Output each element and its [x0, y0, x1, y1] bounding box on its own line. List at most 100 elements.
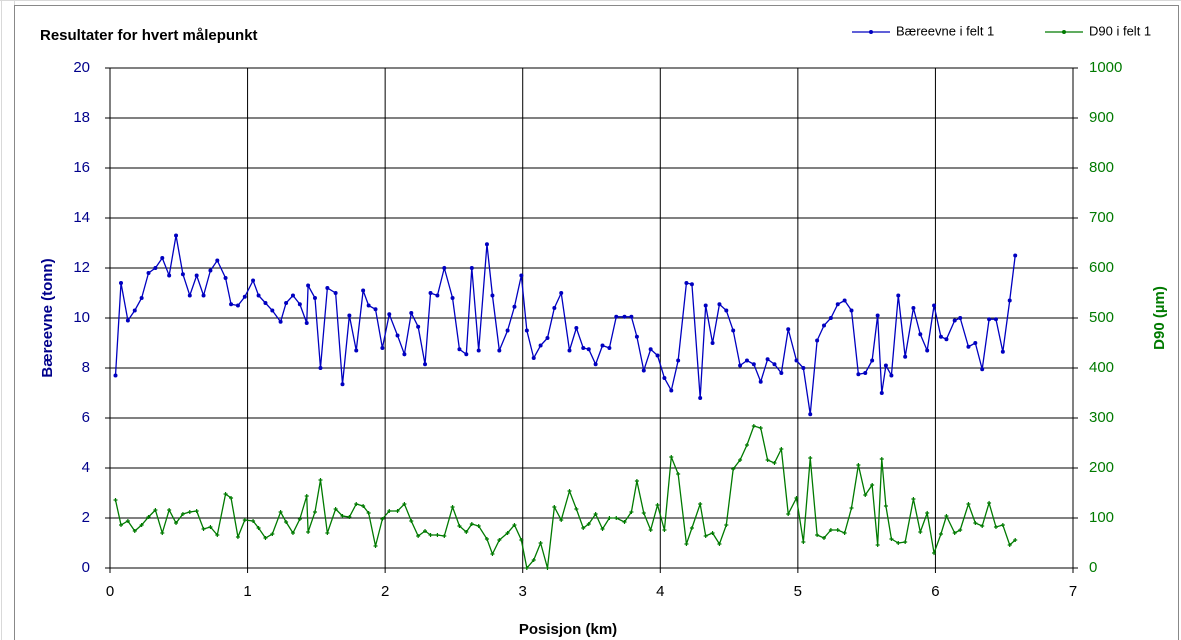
point — [622, 314, 627, 319]
point — [1013, 253, 1018, 258]
point — [1007, 543, 1012, 547]
point — [278, 510, 283, 514]
point — [703, 303, 708, 308]
point — [987, 317, 992, 322]
point — [593, 512, 598, 516]
point — [146, 271, 151, 275]
point — [531, 356, 536, 360]
point — [958, 316, 963, 320]
point — [160, 531, 165, 535]
point — [856, 372, 861, 377]
point — [751, 362, 756, 367]
point — [883, 504, 888, 508]
point — [634, 334, 639, 339]
point — [1000, 349, 1005, 354]
point — [567, 489, 572, 493]
point — [993, 525, 998, 529]
point — [497, 538, 502, 542]
point — [1013, 538, 1018, 542]
legend-label: D90 i felt 1 — [1089, 23, 1151, 38]
point — [113, 498, 118, 502]
point — [622, 520, 627, 524]
point — [333, 291, 338, 295]
point — [380, 346, 385, 350]
point — [146, 515, 151, 519]
y-tick-label: 8 — [82, 359, 90, 376]
point — [208, 525, 213, 529]
point — [476, 524, 481, 528]
point — [229, 496, 234, 500]
point — [373, 544, 378, 548]
point — [980, 367, 985, 372]
y-tick-label: 14 — [73, 209, 90, 226]
point — [896, 293, 901, 298]
point — [395, 333, 400, 338]
point — [304, 494, 309, 498]
point — [821, 323, 826, 328]
point — [538, 343, 543, 348]
point — [870, 483, 875, 487]
point — [442, 266, 447, 270]
x-axis-label: Posisjon (km) — [519, 621, 617, 638]
point — [842, 531, 847, 535]
point — [380, 517, 385, 521]
point — [703, 534, 708, 538]
point — [263, 301, 268, 305]
point — [918, 530, 923, 534]
point — [724, 523, 729, 527]
point — [476, 348, 481, 353]
point — [973, 341, 978, 345]
point — [306, 530, 311, 534]
point — [710, 341, 715, 345]
point — [717, 542, 722, 546]
point — [325, 531, 330, 535]
point — [607, 346, 612, 350]
point — [993, 317, 998, 322]
point — [786, 327, 791, 332]
point — [312, 296, 317, 300]
point — [442, 534, 447, 538]
point — [270, 532, 275, 536]
point — [354, 348, 359, 353]
point — [361, 504, 366, 508]
point — [689, 282, 694, 287]
point — [469, 266, 474, 270]
point — [223, 492, 228, 496]
point — [194, 509, 199, 513]
point — [354, 502, 359, 506]
x-tick-label: 1 — [243, 583, 251, 600]
point — [958, 528, 963, 532]
point — [174, 521, 179, 525]
point — [772, 461, 777, 465]
point — [333, 507, 338, 511]
point — [779, 447, 784, 451]
point — [395, 509, 400, 513]
point — [952, 531, 957, 535]
point — [641, 368, 646, 373]
point — [980, 524, 985, 528]
y2-tick-label: 300 — [1089, 409, 1114, 426]
chart-title: Resultater for hvert målepunkt — [40, 27, 258, 44]
point — [779, 371, 784, 375]
y2-tick-label: 900 — [1089, 109, 1114, 126]
point — [229, 302, 234, 307]
point — [251, 278, 256, 283]
point — [944, 514, 949, 518]
x-tick-label: 5 — [794, 583, 802, 600]
point — [113, 373, 118, 378]
point — [270, 308, 275, 313]
point — [641, 511, 646, 515]
point — [815, 338, 820, 343]
point — [724, 308, 729, 313]
point — [290, 531, 295, 535]
point — [903, 540, 908, 544]
point — [450, 296, 455, 300]
point — [815, 533, 820, 537]
y-axis-label: Bæreevne (tonn) — [39, 258, 56, 377]
point — [208, 268, 213, 273]
point — [361, 288, 366, 293]
point — [1007, 298, 1012, 303]
point — [889, 537, 894, 541]
